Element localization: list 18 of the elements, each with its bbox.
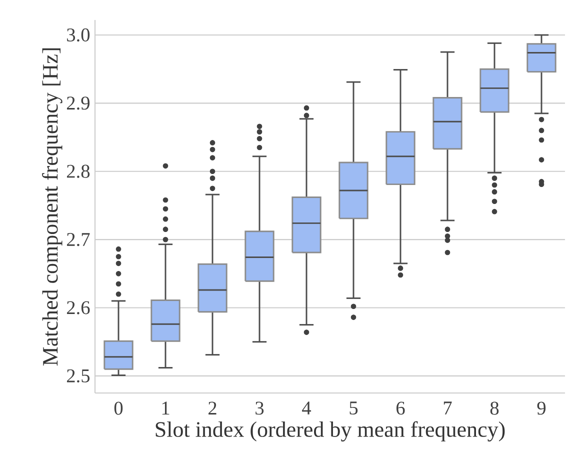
x-tick-label: 5 — [350, 402, 358, 415]
y-tick-label: 2.7 — [66, 233, 90, 246]
y-tick-label: 2.9 — [66, 96, 90, 110]
y-tick-label: 3.0 — [67, 28, 90, 42]
x-tick-label: 1 — [162, 402, 170, 414]
x-axis-title: Slot index (ordered by mean frequency) — [156, 421, 505, 442]
y-tick-label: 2.5 — [66, 369, 90, 382]
x-tick-label: 9 — [537, 402, 546, 415]
x-tick-label: 4 — [302, 402, 312, 414]
x-tick-label: 8 — [490, 402, 499, 415]
y-tick-label: 2.6 — [66, 301, 90, 314]
x-tick-label: 6 — [396, 402, 405, 415]
x-tick-label: 2 — [208, 402, 216, 414]
y-axis-title: Matched component frequency [Hz] — [42, 48, 62, 366]
x-tick-label: 3 — [256, 402, 264, 415]
y-tick-label: 2.8 — [66, 164, 90, 178]
x-tick-label: 0 — [114, 402, 123, 415]
x-tick-label: 7 — [444, 402, 452, 414]
